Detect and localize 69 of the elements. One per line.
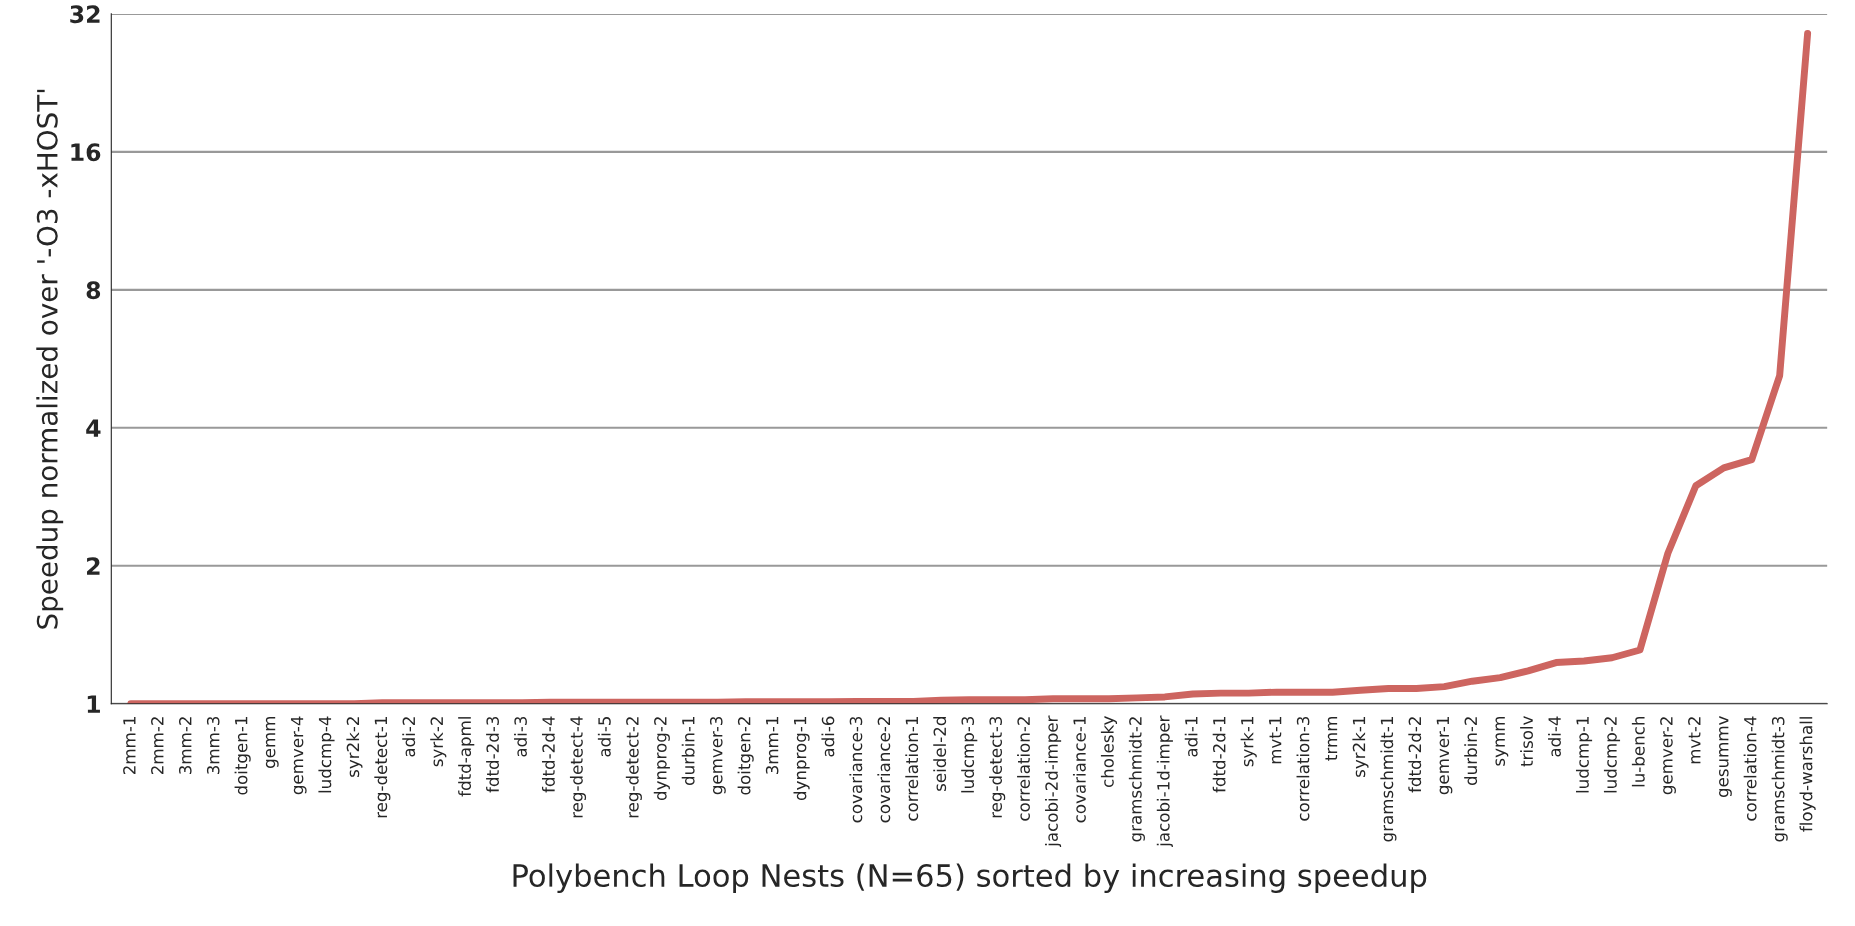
x-tick-label: adi-5 — [597, 717, 611, 757]
x-tick-label: gramschmidt-1 — [1380, 717, 1397, 842]
x-tick-label: gramschmidt-3 — [1771, 716, 1788, 842]
x-tick-label: covariance-3 — [849, 716, 863, 823]
x-tick-label: fdtd-2d-4 — [541, 716, 555, 793]
x-axis-title: Polybench Loop Nests (N=65) sorted by increasing speedup — [513, 863, 1427, 893]
x-tick-label: correlation-3 — [1296, 716, 1310, 821]
x-tick-label: syr2k-1 — [1352, 717, 1369, 777]
x-tick-label: jacobi-1d-imper — [1156, 715, 1173, 848]
x-tick-label: adi-1 — [1184, 717, 1198, 757]
x-tick-label: 3mm-3 — [206, 716, 220, 774]
x-tick-label: gramschmidt-2 — [1128, 717, 1145, 842]
x-tick-label: correlation-1 — [905, 717, 919, 821]
x-tick-label: adi-4 — [1548, 716, 1561, 757]
y-tick-label: 2 — [87, 557, 100, 575]
x-tick-label: mvt-2 — [1688, 717, 1701, 764]
y-tick-label: 8 — [86, 281, 101, 300]
y-tick-label: 1 — [87, 695, 100, 713]
x-tick-label: jacobi-2d-imper — [1045, 715, 1062, 848]
x-tick-label: syrk-1 — [1240, 717, 1257, 767]
x-tick-label: gemver-1 — [1436, 717, 1453, 795]
x-tick-label: dynprog-1 — [793, 717, 810, 801]
x-tick-label: reg-detect-2 — [625, 717, 642, 818]
x-tick-label: covariance-1 — [1072, 717, 1086, 823]
x-tick-label: reg-detect-4 — [569, 716, 587, 818]
x-tick-label: durbin-2 — [1464, 717, 1478, 786]
x-tick-label: seidel-2d — [933, 717, 947, 791]
x-tick-label: gemm — [265, 716, 279, 768]
x-tick-label: gemver-3 — [709, 716, 726, 795]
x-tick-label: trisolv — [1520, 716, 1533, 767]
x-tick-label: 2mm-2 — [151, 717, 164, 775]
x-tick-label: 2mm-1 — [123, 717, 136, 775]
x-tick-label: fdtd-apml — [458, 717, 475, 797]
x-tick-label: doitgen-1 — [234, 717, 251, 795]
x-tick-label: cholesky — [1100, 716, 1118, 788]
x-tick-label: syrk-2 — [430, 717, 447, 767]
x-tick-label: adi-3 — [514, 716, 527, 757]
x-tick-label: fdtd-2d-3 — [486, 716, 499, 793]
x-tick-label: syr2k-2 — [346, 717, 363, 777]
x-tick-label: fdtd-2d-1 — [1212, 717, 1226, 793]
y-axis-title: Speedup normalized over '-O3 -xHOST' — [36, 89, 64, 629]
x-tick-label: gesummv — [1719, 716, 1732, 798]
x-tick-label: doitgen-2 — [737, 717, 754, 795]
x-tick-label: covariance-2 — [877, 717, 891, 823]
x-tick-label: correlation-4 — [1743, 716, 1757, 821]
x-tick-label: durbin-1 — [681, 717, 695, 786]
x-tick-label: dynprog-2 — [653, 717, 670, 801]
x-tick-label: gemver-2 — [1660, 717, 1676, 795]
x-tick-label: mvt-1 — [1269, 717, 1282, 764]
y-tick-label: 16 — [71, 143, 101, 162]
x-tick-label: fdtd-2d-2 — [1408, 717, 1422, 793]
x-tick-label: ludcmp-2 — [1603, 717, 1621, 793]
x-tick-label: adi-2 — [402, 717, 416, 757]
x-tick-label: symm — [1495, 716, 1509, 766]
y-tick-label: 4 — [86, 419, 101, 437]
x-tick-label: ludcmp-3 — [961, 716, 978, 793]
x-tick-label: lu-bench — [1631, 716, 1645, 787]
x-tick-label: gemver-4 — [290, 716, 307, 795]
y-tick-label: 32 — [70, 5, 100, 24]
x-tick-label: ludcmp-4 — [318, 716, 335, 793]
x-tick-label: reg-detect-3 — [989, 716, 1006, 818]
x-tick-label: 3mm-2 — [178, 717, 192, 774]
x-tick-label: reg-detect-1 — [374, 717, 391, 818]
x-tick-label: trmm — [1325, 716, 1338, 761]
x-tick-label: 3mm-1 — [765, 717, 779, 774]
x-tick-label: adi-6 — [821, 716, 835, 757]
x-tick-label: correlation-2 — [1017, 717, 1030, 821]
x-tick-label: floyd-warshall — [1799, 717, 1816, 832]
x-tick-label: ludcmp-1 — [1575, 717, 1593, 793]
